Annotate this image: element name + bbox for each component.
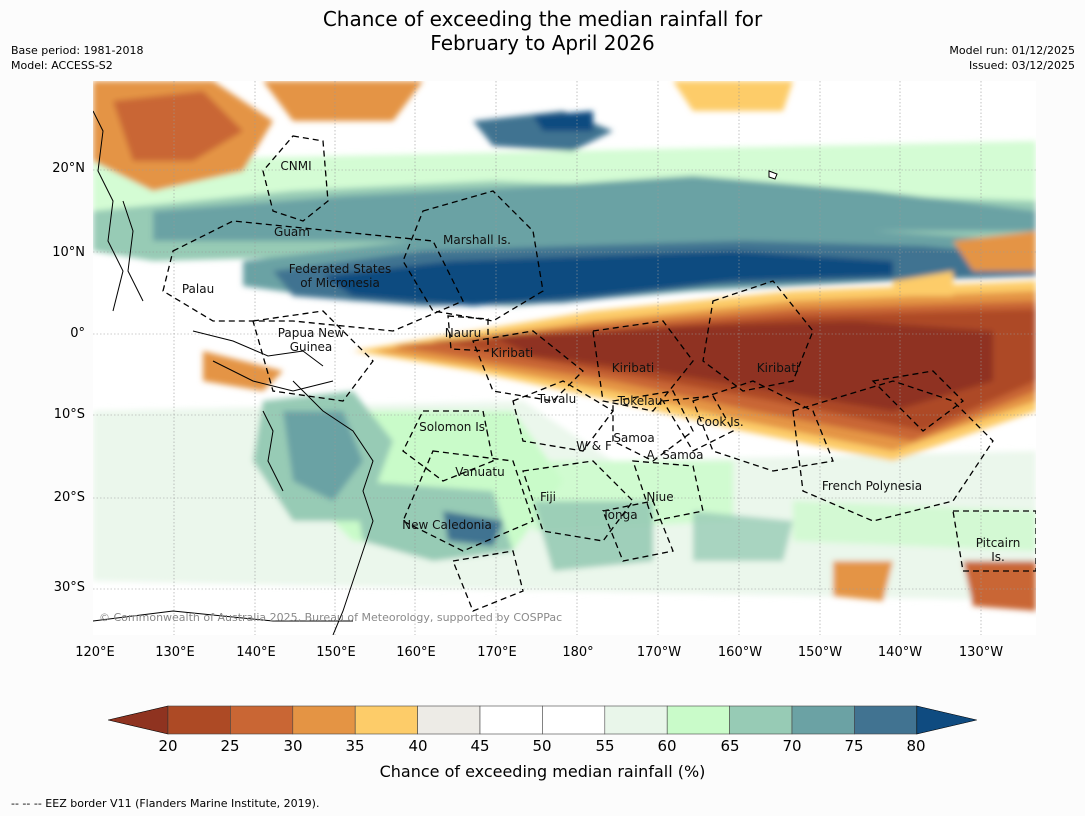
colorbar-tick-30: 30 bbox=[283, 737, 303, 755]
colorbar-tick-50: 50 bbox=[532, 737, 552, 755]
lon-label-140w: 140°W bbox=[877, 645, 923, 660]
label-wallis-futuna: W & F bbox=[576, 439, 612, 453]
lon-label-130w: 130°W bbox=[958, 645, 1004, 660]
label-marshall: Marshall Is. bbox=[443, 233, 511, 247]
colorbar-cell bbox=[479, 705, 543, 735]
label-kiribati-central: Kiribati bbox=[612, 361, 654, 375]
colorbar bbox=[108, 705, 977, 735]
model-run: Model run: 01/12/2025 bbox=[949, 44, 1075, 57]
lon-label-140e: 140°E bbox=[236, 645, 276, 660]
base-period: Base period: 1981-2018 bbox=[11, 44, 144, 57]
lon-label-160w: 160°W bbox=[717, 645, 763, 660]
colorbar-extend-high bbox=[916, 705, 977, 735]
label-kiribati-east: Kiribati bbox=[757, 361, 799, 375]
label-tokelau: Tokelau bbox=[617, 394, 663, 408]
title-line-2: February to April 2026 bbox=[430, 31, 655, 55]
label-fsm-1: Federated States bbox=[289, 262, 391, 276]
issued-date: Issued: 03/12/2025 bbox=[968, 59, 1075, 72]
label-new-caledonia: New Caledonia bbox=[402, 518, 492, 532]
lon-label-170w: 170°W bbox=[636, 645, 682, 660]
lon-label-150w: 150°W bbox=[797, 645, 843, 660]
label-samoa: Samoa bbox=[613, 431, 654, 445]
colorbar-tick-55: 55 bbox=[595, 737, 615, 755]
colorbar-tick-80: 80 bbox=[906, 737, 926, 755]
label-nauru: Nauru bbox=[445, 326, 481, 340]
lon-label-160e: 160°E bbox=[396, 645, 436, 660]
label-guam: Guam bbox=[274, 225, 310, 239]
colorbar-tick-20: 20 bbox=[158, 737, 178, 755]
colorbar-cell bbox=[292, 705, 356, 735]
colorbar-cell bbox=[854, 705, 918, 735]
colorbar-cell bbox=[354, 705, 418, 735]
label-fsm-2: of Micronesia bbox=[300, 276, 380, 290]
label-vanuatu: Vanuatu bbox=[455, 465, 505, 479]
colorbar-cell bbox=[542, 705, 606, 735]
eez-footnote: -- -- -- EEZ border V11 (Flanders Marine… bbox=[11, 797, 320, 810]
label-png-1: Papua New bbox=[278, 326, 345, 340]
lon-label-170e: 170°E bbox=[477, 645, 517, 660]
lat-label-30s: 30°S bbox=[53, 580, 85, 595]
label-cnmi: CNMI bbox=[280, 159, 311, 173]
colorbar-tick-35: 35 bbox=[345, 737, 365, 755]
label-american-samoa: A. Samoa bbox=[647, 448, 704, 462]
colorbar-tick-60: 60 bbox=[657, 737, 677, 755]
lon-label-150e: 150°E bbox=[316, 645, 356, 660]
colorbar-cell bbox=[230, 705, 294, 735]
meta-left: Base period: 1981-2018 Model: ACCESS-S2 bbox=[11, 43, 143, 73]
model-name: Model: ACCESS-S2 bbox=[11, 59, 113, 72]
chart-title: Chance of exceeding the median rainfall … bbox=[0, 7, 1085, 55]
colorbar-tick-25: 25 bbox=[220, 737, 240, 755]
colorbar-tick-70: 70 bbox=[782, 737, 802, 755]
probability-field bbox=[93, 81, 1036, 611]
colorbar-cell bbox=[729, 705, 793, 735]
lat-label-20n: 20°N bbox=[52, 161, 85, 176]
label-pitcairn-1: Pitcairn bbox=[976, 536, 1021, 550]
title-line-1: Chance of exceeding the median rainfall … bbox=[322, 7, 763, 31]
lat-label-20s: 20°S bbox=[53, 490, 85, 505]
label-tuvalu: Tuvalu bbox=[537, 392, 577, 406]
lon-label-180: 180° bbox=[562, 645, 594, 660]
colorbar-cell bbox=[666, 705, 730, 735]
label-png-2: Guinea bbox=[290, 340, 333, 354]
label-tonga: Tonga bbox=[601, 508, 637, 522]
label-palau: Palau bbox=[182, 282, 214, 296]
graticule bbox=[93, 81, 1036, 635]
colorbar-label: Chance of exceeding median rainfall (%) bbox=[379, 762, 706, 781]
lat-label-10n: 10°N bbox=[52, 245, 85, 260]
colorbar-cell bbox=[791, 705, 855, 735]
colorbar-tick-75: 75 bbox=[844, 737, 864, 755]
label-cook-islands: Cook Is. bbox=[696, 415, 743, 429]
colorbar-cells bbox=[108, 705, 977, 735]
lon-label-130e: 130°E bbox=[155, 645, 195, 660]
eez-borders bbox=[162, 135, 1036, 612]
colorbar-cell bbox=[604, 705, 668, 735]
lat-label-10s: 10°S bbox=[53, 407, 85, 422]
label-solomon-islands: Solomon Is. bbox=[419, 420, 489, 434]
label-niue: Niue bbox=[646, 490, 673, 504]
colorbar-cell bbox=[167, 705, 231, 735]
label-french-polynesia: French Polynesia bbox=[822, 479, 922, 493]
label-pitcairn-2: Is. bbox=[991, 550, 1005, 564]
colorbar-tick-65: 65 bbox=[720, 737, 740, 755]
copyright-notice: © Commonwealth of Australia 2025, Bureau… bbox=[99, 611, 562, 624]
coastlines bbox=[93, 110, 778, 635]
lon-label-120e: 120°E bbox=[75, 645, 115, 660]
lat-label-0: 0° bbox=[70, 326, 85, 341]
colorbar-tick-45: 45 bbox=[470, 737, 490, 755]
label-kiribati-west: Kiribati bbox=[491, 346, 533, 360]
meta-right: Model run: 01/12/2025 Issued: 03/12/2025 bbox=[949, 43, 1075, 73]
rainfall-map: CNMI Guam Marshall Is. Federated States … bbox=[93, 81, 1036, 635]
label-fiji: Fiji bbox=[540, 490, 556, 504]
colorbar-cell bbox=[417, 705, 481, 735]
colorbar-extend-low bbox=[108, 705, 169, 735]
colorbar-tick-40: 40 bbox=[408, 737, 428, 755]
